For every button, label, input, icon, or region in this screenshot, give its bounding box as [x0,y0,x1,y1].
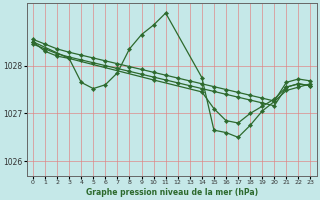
X-axis label: Graphe pression niveau de la mer (hPa): Graphe pression niveau de la mer (hPa) [86,188,258,197]
